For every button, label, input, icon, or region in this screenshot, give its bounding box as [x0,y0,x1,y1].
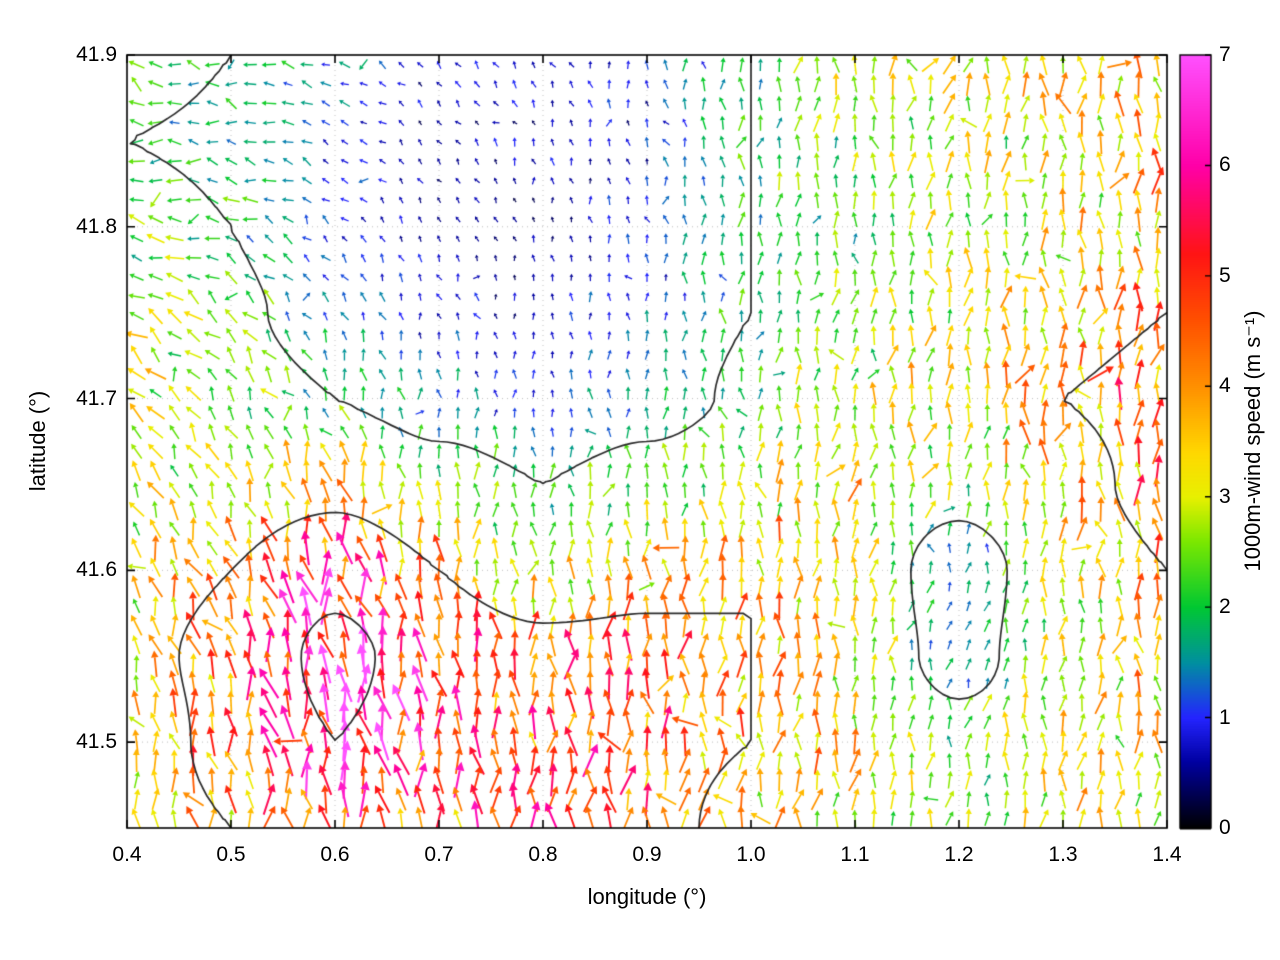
x-tick-label: 0.8 [528,843,558,866]
colorbar-tick-label: 7 [1219,43,1231,66]
y-tick-label: 41.7 [76,386,117,410]
colorbar-tick-label: 2 [1219,595,1231,619]
y-tick-label: 41.5 [76,730,117,754]
x-tick-label: 0.7 [424,843,454,866]
x-tick-label: 1.1 [840,843,870,866]
colorbar-tick-label: 0 [1219,816,1231,839]
colorbar-tick-label: 4 [1219,374,1231,398]
x-tick-label: 1.4 [1152,843,1182,866]
colorbar-label: 1000m-wind speed (m s⁻¹) [1240,310,1265,572]
x-tick-label: 0.6 [320,843,350,866]
x-tick-label: 0.5 [216,843,246,866]
y-axis-label: latitude (°) [25,390,50,492]
x-tick-label: 1.3 [1048,843,1078,866]
colorbar-tick-label: 1 [1219,705,1231,729]
colorbar-tick-label: 5 [1219,263,1231,287]
x-axis-label: longitude (°) [587,884,707,909]
x-tick-label: 1.0 [736,843,766,866]
colorbar-tick-label: 6 [1219,153,1231,177]
x-tick-label: 1.2 [944,843,974,866]
colorbar-tick-label: 3 [1219,484,1231,508]
y-tick-label: 41.8 [76,214,117,238]
x-tick-label: 0.4 [112,843,142,866]
y-tick-label: 41.9 [76,43,117,66]
y-tick-label: 41.6 [76,558,117,582]
x-tick-label: 0.9 [632,843,662,866]
